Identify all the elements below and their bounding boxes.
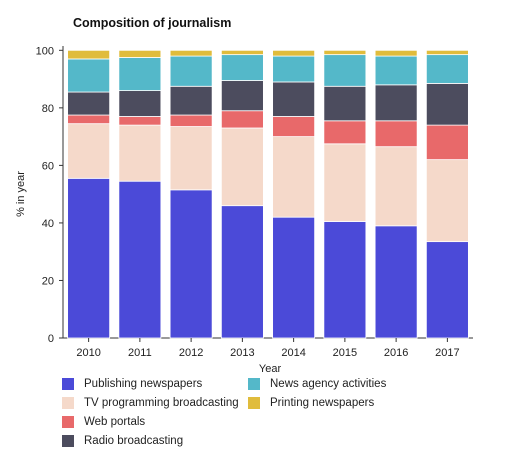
bar-segment <box>67 58 111 93</box>
bar-segment <box>169 189 213 339</box>
bar-segment <box>323 85 367 122</box>
x-tick-label: 2010 <box>76 347 100 359</box>
bar-segment <box>323 49 367 56</box>
legend-label: TV programming broadcasting <box>84 397 239 409</box>
legend-item: News agency activities <box>248 375 386 393</box>
legend-swatch <box>62 435 74 447</box>
bar-segment <box>425 124 469 161</box>
bar-segment <box>425 82 469 126</box>
bar-segment <box>220 110 264 129</box>
legend-item: TV programming broadcasting <box>62 394 239 412</box>
bar-segment <box>272 116 316 138</box>
bar-segment <box>220 127 264 207</box>
bar-segment <box>67 91 111 116</box>
bar-segment <box>425 159 469 243</box>
bar-segment <box>220 54 264 81</box>
bar-segment <box>169 114 213 127</box>
bar-segment <box>67 177 111 339</box>
legend-item: Radio broadcasting <box>62 432 183 450</box>
y-tick-label: 80 <box>42 103 54 115</box>
legend-swatch <box>248 397 260 409</box>
y-tick-label: 20 <box>42 275 54 287</box>
bar-segment <box>374 55 418 86</box>
bar-segment <box>272 81 316 117</box>
bar-segment <box>220 49 264 56</box>
x-tick-labels: 2010 2011 2012 2013 2014 2015 2016 2017 <box>76 338 460 359</box>
x-axis-label: Year <box>259 363 282 375</box>
legend-swatch <box>62 416 74 428</box>
bars <box>67 49 469 339</box>
legend-item: Publishing newspapers <box>62 375 202 393</box>
legend-swatch <box>62 397 74 409</box>
bar-segment <box>169 49 213 57</box>
bar-segment <box>169 85 213 116</box>
bar-segment <box>374 225 418 339</box>
x-tick-label: 2017 <box>435 347 459 359</box>
bar-segment <box>67 49 111 60</box>
bar-segment <box>118 90 162 117</box>
bar-segment <box>169 55 213 87</box>
legend-label: Publishing newspapers <box>84 378 203 390</box>
bar-segment <box>323 54 367 87</box>
legend-item: Printing newspapers <box>248 394 374 412</box>
bar-segment <box>67 114 111 125</box>
y-tick-label: 100 <box>36 45 54 57</box>
bar-segment <box>425 241 469 339</box>
x-tick-label: 2011 <box>128 347 152 359</box>
bar-segment <box>169 126 213 191</box>
x-tick-label: 2016 <box>384 347 408 359</box>
bar-segment <box>323 120 367 145</box>
legend-item: Web portals <box>62 413 145 431</box>
bar-segment <box>272 55 316 83</box>
legend-label: Web portals <box>84 416 146 428</box>
bar-segment <box>272 136 316 218</box>
bar-segment <box>323 221 367 339</box>
y-tick-label: 60 <box>42 160 54 172</box>
bar-segment <box>374 49 418 57</box>
legend-label: News agency activities <box>270 378 387 390</box>
y-tick-labels: 0 20 40 60 80 100 <box>36 45 63 345</box>
bar-segment <box>425 54 469 84</box>
bar-segment <box>272 49 316 57</box>
x-tick-label: 2014 <box>281 347 305 359</box>
x-tick-label: 2013 <box>230 347 254 359</box>
bar-segment <box>323 143 367 222</box>
bar-segment <box>425 49 469 56</box>
bar-segment <box>67 123 111 179</box>
bar-segment <box>118 124 162 182</box>
bar-segment <box>374 120 418 148</box>
legend-label: Printing newspapers <box>270 397 375 409</box>
chart-title: Composition of journalism <box>73 16 231 30</box>
legend-swatch <box>62 378 74 390</box>
y-tick-label: 0 <box>48 333 54 345</box>
bar-segment <box>272 216 316 339</box>
bar-segment <box>118 180 162 339</box>
bar-segment <box>118 57 162 91</box>
y-tick-label: 40 <box>42 218 54 230</box>
bar-segment <box>374 146 418 227</box>
bar-segment <box>118 116 162 126</box>
bar-segment <box>118 49 162 58</box>
legend-label: Radio broadcasting <box>84 435 184 447</box>
bar-segment <box>374 84 418 122</box>
bar-segment <box>220 80 264 112</box>
y-axis-label: % in year <box>15 171 27 217</box>
x-tick-label: 2015 <box>333 347 357 359</box>
bar-segment <box>220 205 264 339</box>
x-tick-label: 2012 <box>179 347 203 359</box>
legend-swatch <box>248 378 260 390</box>
